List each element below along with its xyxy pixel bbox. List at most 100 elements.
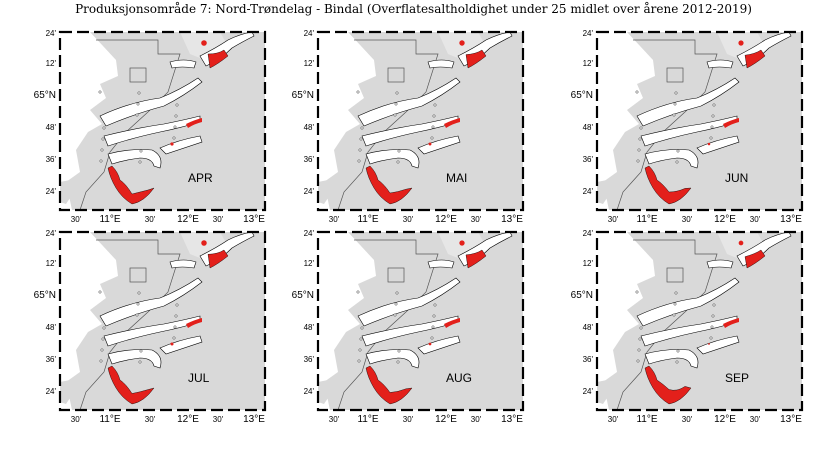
islet — [674, 291, 678, 295]
lat-tick-label: 36' — [583, 355, 594, 364]
islet — [175, 303, 179, 307]
lat-tick-label: 24' — [583, 29, 594, 38]
map-panel-jun: 24' 12' 65°N 48' 36' 24' 30' 11°E 30' 12°E 30' 13°E… — [571, 29, 804, 225]
lon-tick-label: 30' — [213, 415, 224, 424]
map-content — [597, 32, 802, 210]
low-salinity-spot — [459, 240, 465, 246]
fjord — [636, 277, 740, 327]
islet — [637, 148, 641, 152]
fjord — [644, 349, 699, 369]
islet — [710, 125, 714, 129]
lat-tick-label: 24' — [46, 229, 57, 238]
islet — [396, 160, 400, 164]
lat-tick-label: 24' — [583, 387, 594, 396]
area-boundary — [616, 39, 718, 210]
islet — [637, 348, 641, 352]
islet — [394, 302, 398, 306]
area-boundary — [337, 39, 439, 210]
low-salinity-zone — [465, 49, 487, 69]
low-salinity-zone — [744, 49, 766, 69]
islet — [101, 337, 105, 341]
lat-tick-label: 24' — [46, 29, 57, 38]
islet — [431, 325, 435, 329]
low-salinity-spot — [201, 240, 207, 246]
islet — [397, 149, 401, 153]
fjord — [107, 149, 162, 169]
islet — [358, 148, 362, 152]
lon-tick-label: 30' — [329, 415, 340, 424]
lon-tick-label: 13°E — [243, 214, 265, 225]
fjord — [169, 259, 197, 269]
islet — [395, 291, 399, 295]
lon-tick-label: 30' — [471, 415, 482, 424]
low-salinity-zone — [444, 318, 460, 328]
area-boundary — [79, 39, 181, 210]
island-cluster — [318, 180, 332, 204]
map-panel-jul: 24' 12' 65°N 48' 36' 24' 30' 11°E 30' 12°E 30' 13°E… — [34, 229, 267, 425]
islet — [712, 303, 716, 307]
lat-tick-label: 12' — [304, 259, 315, 268]
fjord — [99, 277, 203, 327]
islet — [137, 91, 141, 95]
fjord — [644, 149, 699, 169]
fjord — [636, 77, 740, 127]
map-frame — [595, 30, 804, 212]
islet — [135, 113, 139, 117]
low-salinity-zone — [744, 249, 766, 269]
islet — [360, 326, 364, 330]
land-area — [324, 232, 523, 410]
islet — [639, 126, 643, 130]
fjord — [169, 59, 197, 69]
lat-tick-label: 36' — [46, 155, 57, 164]
map-frame — [316, 30, 525, 212]
islet — [636, 159, 640, 163]
islet — [359, 337, 363, 341]
lat-tick-label: 12' — [583, 59, 594, 68]
fjord — [427, 59, 455, 69]
islet — [393, 313, 397, 317]
lat-tick-label: 24' — [583, 187, 594, 196]
lat-tick-label: 65°N — [34, 290, 56, 301]
lon-tick-label: 13°E — [501, 214, 523, 225]
low-salinity-zone — [644, 365, 692, 405]
islet — [99, 359, 103, 363]
lat-tick-label: 36' — [304, 355, 315, 364]
island-cluster — [60, 380, 74, 404]
lon-tick-label: 12°E — [435, 214, 457, 225]
islet — [709, 336, 713, 340]
land-area — [324, 32, 523, 210]
map-content — [60, 32, 265, 210]
sub-area-box — [666, 267, 684, 283]
islet — [675, 160, 679, 164]
islet — [635, 290, 639, 294]
fjord — [706, 259, 734, 269]
islet — [430, 336, 434, 340]
lat-tick-label: 24' — [304, 387, 315, 396]
islet — [433, 103, 437, 107]
islet — [673, 102, 677, 106]
islet — [676, 149, 680, 153]
low-salinity-zone — [465, 249, 487, 269]
lat-tick-label: 65°N — [571, 290, 593, 301]
fjord — [365, 149, 420, 169]
lon-tick-label: 30' — [71, 415, 82, 424]
islet — [636, 359, 640, 363]
islet — [172, 336, 176, 340]
low-salinity-spot — [428, 342, 432, 346]
map-content — [318, 32, 523, 210]
lon-tick-label: 30' — [403, 415, 414, 424]
fjord — [357, 277, 461, 327]
map-content — [597, 232, 802, 410]
islet — [100, 348, 104, 352]
islet — [173, 125, 177, 129]
low-salinity-zone — [365, 365, 413, 405]
islet — [672, 113, 676, 117]
islet — [393, 113, 397, 117]
lon-tick-label: 30' — [682, 215, 693, 224]
islet — [102, 126, 106, 130]
islet — [357, 159, 361, 163]
islet — [639, 326, 643, 330]
map-panel-aug: 24' 12' 65°N 48' 36' 24' 30' 11°E 30' 12°E 30' 13°E… — [292, 229, 525, 425]
islet — [174, 314, 178, 318]
